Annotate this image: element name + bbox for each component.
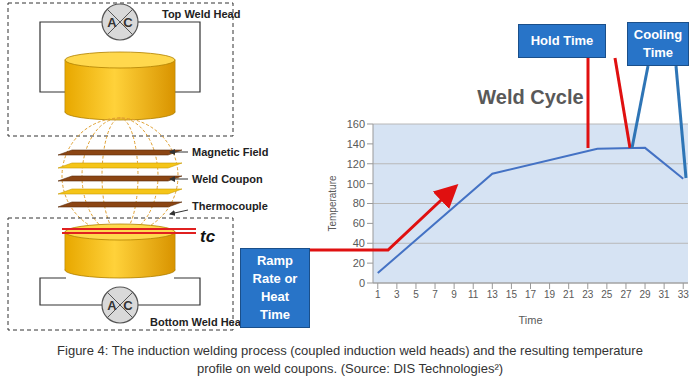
html-text:Figure 4: The induction weldin: Figure 4: The induction welding process … <box>57 343 643 376</box>
svg-text:21: 21 <box>563 289 575 300</box>
html-text:Weld Cycle: Weld Cycle <box>477 86 584 108</box>
svg-text:80: 80 <box>353 197 365 209</box>
svg-text:31: 31 <box>659 289 671 300</box>
svg-text:Top Weld Head: Top Weld Head <box>162 8 240 20</box>
svg-text:60: 60 <box>353 217 365 229</box>
svg-text:1: 1 <box>375 289 381 300</box>
svg-text:A: A <box>107 298 117 313</box>
svg-text:A: A <box>107 15 117 30</box>
svg-text:15: 15 <box>506 289 518 300</box>
svg-text:19: 19 <box>544 289 556 300</box>
svg-text:0: 0 <box>359 277 365 289</box>
svg-text:C: C <box>123 15 133 30</box>
html-text:Cooling Time: Cooling Time <box>633 27 683 60</box>
svg-text:3: 3 <box>394 289 400 300</box>
svg-text:23: 23 <box>582 289 594 300</box>
svg-text:Bottom Weld Head: Bottom Weld Head <box>150 316 248 328</box>
svg-text:C: C <box>123 298 133 313</box>
svg-text:7: 7 <box>432 289 438 300</box>
svg-text:120: 120 <box>347 158 365 170</box>
html-text:Ramp Rate or Heat Time: Ramp Rate or Heat Time <box>252 253 298 322</box>
svg-text:20: 20 <box>353 257 365 269</box>
svg-text:Thermocouple: Thermocouple <box>192 200 268 212</box>
svg-text:13: 13 <box>487 289 499 300</box>
svg-text:40: 40 <box>353 237 365 249</box>
svg-text:33: 33 <box>678 289 690 300</box>
svg-text:Magnetic Field: Magnetic Field <box>192 146 268 158</box>
svg-text:5: 5 <box>413 289 419 300</box>
svg-text:25: 25 <box>601 289 613 300</box>
svg-text:140: 140 <box>347 138 365 150</box>
svg-text:160: 160 <box>347 118 365 130</box>
svg-text:Temperature: Temperature <box>327 175 338 232</box>
svg-text:29: 29 <box>639 289 651 300</box>
svg-text:Weld Coupon: Weld Coupon <box>192 173 263 185</box>
svg-text:9: 9 <box>451 289 457 300</box>
svg-text:17: 17 <box>525 289 537 300</box>
svg-text:tc: tc <box>200 227 216 246</box>
svg-text:27: 27 <box>620 289 632 300</box>
svg-text:100: 100 <box>347 178 365 190</box>
svg-text:11: 11 <box>468 289 479 300</box>
html-text:Hold Time: Hold Time <box>530 33 594 48</box>
svg-text:Time: Time <box>518 314 542 326</box>
